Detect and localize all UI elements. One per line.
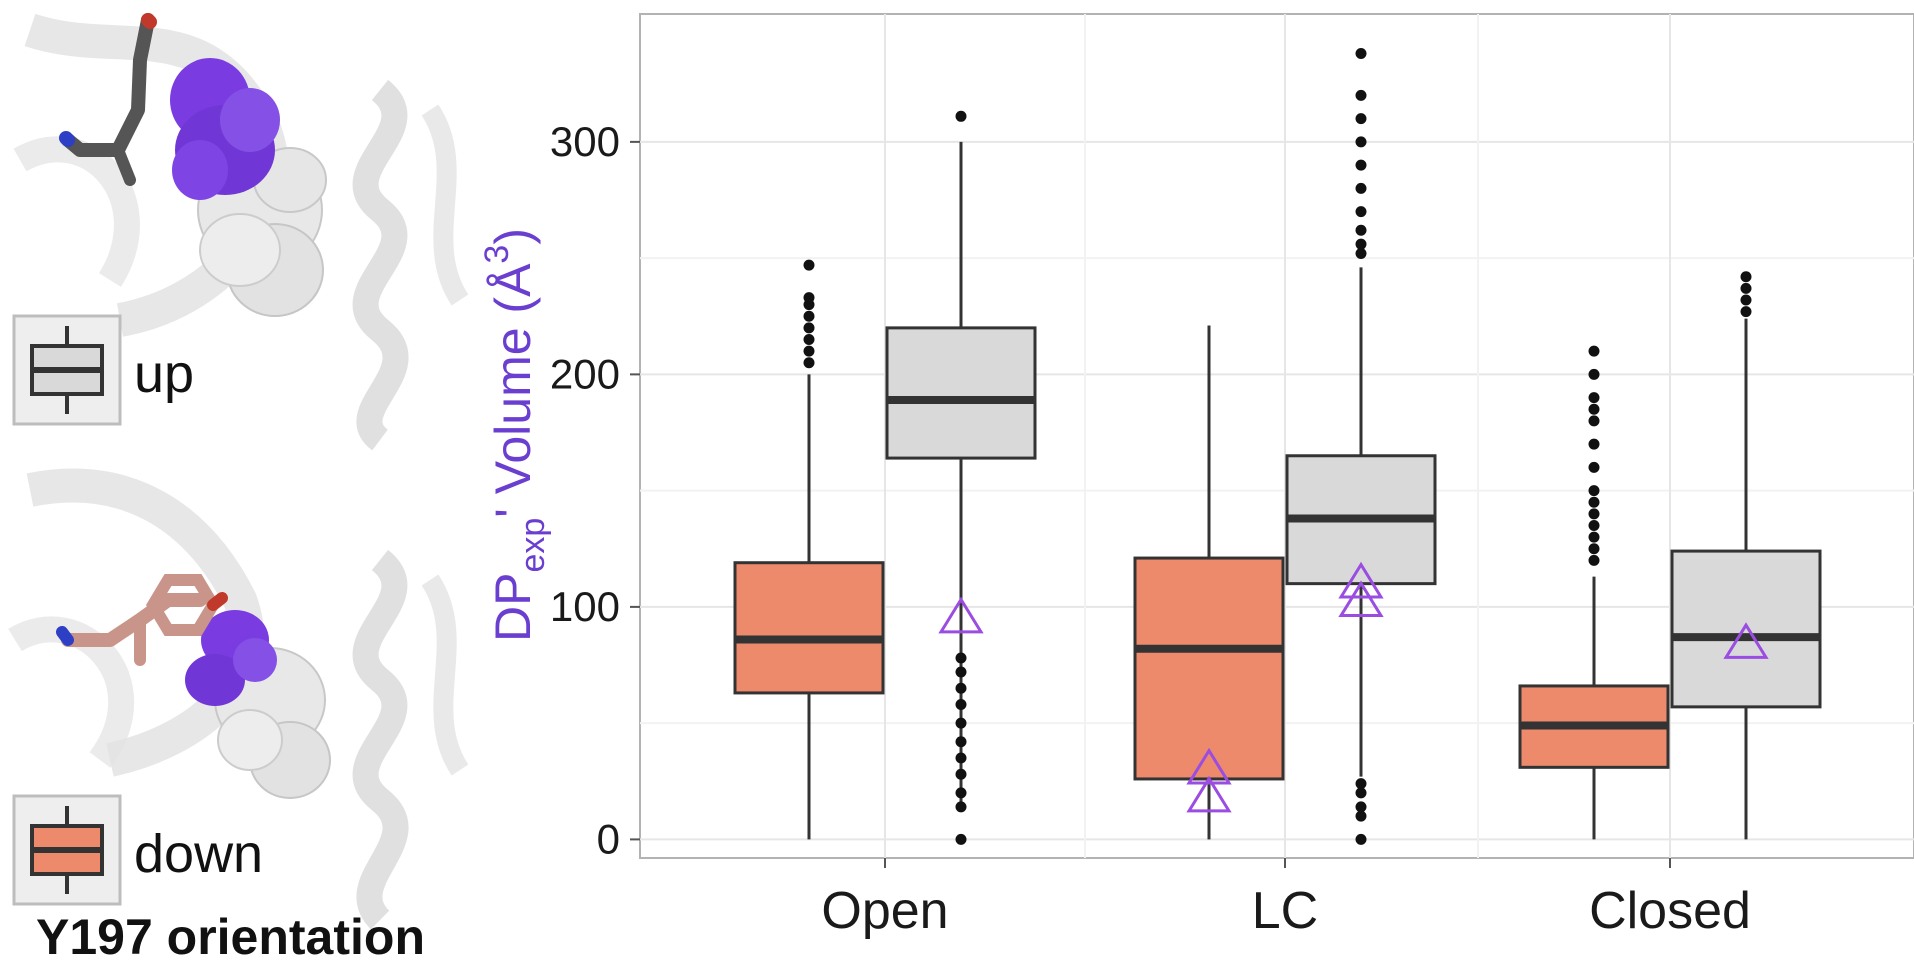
outlier-point — [803, 322, 815, 334]
outlier-point — [1355, 136, 1367, 148]
molecule-panel: up down Y197 orientation — [8, 0, 480, 965]
box-down-closed — [1518, 345, 1670, 840]
box-up-lc — [1285, 48, 1437, 845]
legend-item-down: down — [12, 794, 263, 906]
boxes — [733, 48, 1822, 845]
legend-label-up: up — [134, 344, 194, 404]
box-body — [733, 561, 885, 695]
legend-label-down: down — [134, 824, 263, 884]
outlier-point — [955, 682, 967, 694]
outlier-point — [1355, 48, 1367, 60]
outlier-point — [955, 833, 967, 845]
outlier-point — [955, 699, 967, 711]
outlier-point — [1355, 89, 1367, 101]
triangle-marker — [1338, 580, 1384, 618]
legend-item-up: up — [12, 314, 194, 426]
triangle-marker — [938, 596, 984, 634]
y-tick-label: 0 — [597, 815, 620, 862]
pocket-purple-top — [170, 58, 280, 200]
outlier-point — [1588, 461, 1600, 473]
y-tick-label: 300 — [550, 118, 620, 165]
outlier-point — [1588, 345, 1600, 357]
pocket-purple-bottom — [185, 610, 277, 706]
outlier-point — [1588, 403, 1600, 415]
outlier-point — [1740, 282, 1752, 294]
outlier-point — [803, 310, 815, 322]
legend-title: Y197 orientation — [36, 909, 425, 965]
box-down-lc — [1133, 325, 1285, 840]
box-plot: 0 100 200 300 Open LC Closed DPexp' Volume (Å… — [478, 13, 1914, 940]
x-tick-label: Open — [821, 882, 948, 940]
outlier-point — [1355, 247, 1367, 259]
outlier-point — [955, 110, 967, 122]
y-axis: 0 100 200 300 — [550, 118, 640, 862]
triangle-marker — [1338, 561, 1384, 599]
y-tick-label: 200 — [550, 350, 620, 397]
outlier-point — [1588, 496, 1600, 508]
outlier-point — [1588, 543, 1600, 555]
tyrosine-up-sticks — [59, 13, 157, 186]
outlier-point — [1740, 294, 1752, 306]
outlier-point — [1588, 485, 1600, 497]
triangle-marker — [1186, 775, 1232, 813]
outlier-point — [1355, 182, 1367, 194]
outlier-point — [1588, 554, 1600, 566]
box-body — [1670, 549, 1822, 709]
ylabel-sub: exp — [514, 518, 552, 573]
outlier-point — [955, 752, 967, 764]
outlier-point — [803, 357, 815, 369]
outlier-point — [955, 666, 967, 678]
tyrosine-down-sticks — [56, 574, 228, 666]
outlier-point — [955, 801, 967, 813]
outlier-point — [1740, 271, 1752, 283]
outlier-point — [955, 736, 967, 748]
outlier-point — [955, 717, 967, 729]
ylabel-sup: 3 — [478, 245, 516, 264]
box-down-open — [733, 259, 885, 840]
outlier-point — [803, 345, 815, 357]
outlier-point — [803, 259, 815, 271]
triangle-marker — [1723, 622, 1769, 659]
outlier-point — [1355, 113, 1367, 125]
outlier-point — [1355, 787, 1367, 799]
outlier-point — [1355, 810, 1367, 822]
ylabel-rest: ' Volume (Å — [485, 263, 541, 518]
ylabel-close: ) — [485, 228, 541, 245]
outlier-point — [803, 334, 815, 346]
outlier-point — [1588, 415, 1600, 427]
y-tick-label: 100 — [550, 583, 620, 630]
ylabel-main: DP — [485, 573, 541, 642]
triangle-markers — [938, 561, 1769, 813]
outlier-point — [955, 768, 967, 780]
box-up-closed — [1670, 271, 1822, 840]
outlier-point — [1588, 438, 1600, 450]
outlier-point — [955, 652, 967, 664]
outlier-point — [1355, 224, 1367, 236]
outlier-point — [1588, 368, 1600, 380]
outlier-point — [803, 292, 815, 304]
outlier-point — [1355, 159, 1367, 171]
outlier-point — [1355, 778, 1367, 790]
x-tick-label: Closed — [1589, 882, 1751, 940]
y-axis-label: DPexp' Volume (Å3) — [478, 228, 552, 642]
outlier-point — [1355, 206, 1367, 218]
outlier-point — [1588, 392, 1600, 404]
box-body — [1133, 556, 1285, 781]
outlier-point — [1588, 531, 1600, 543]
triangle-marker — [1186, 747, 1232, 785]
outlier-point — [1740, 306, 1752, 318]
outlier-point — [1355, 833, 1367, 845]
outlier-point — [1355, 801, 1367, 813]
x-tick-label: LC — [1252, 882, 1318, 940]
outlier-point — [1355, 238, 1367, 250]
outlier-point — [1588, 520, 1600, 532]
x-axis: Open LC Closed — [821, 858, 1751, 940]
outlier-point — [955, 787, 967, 799]
outlier-point — [1588, 508, 1600, 520]
box-body — [885, 326, 1037, 460]
